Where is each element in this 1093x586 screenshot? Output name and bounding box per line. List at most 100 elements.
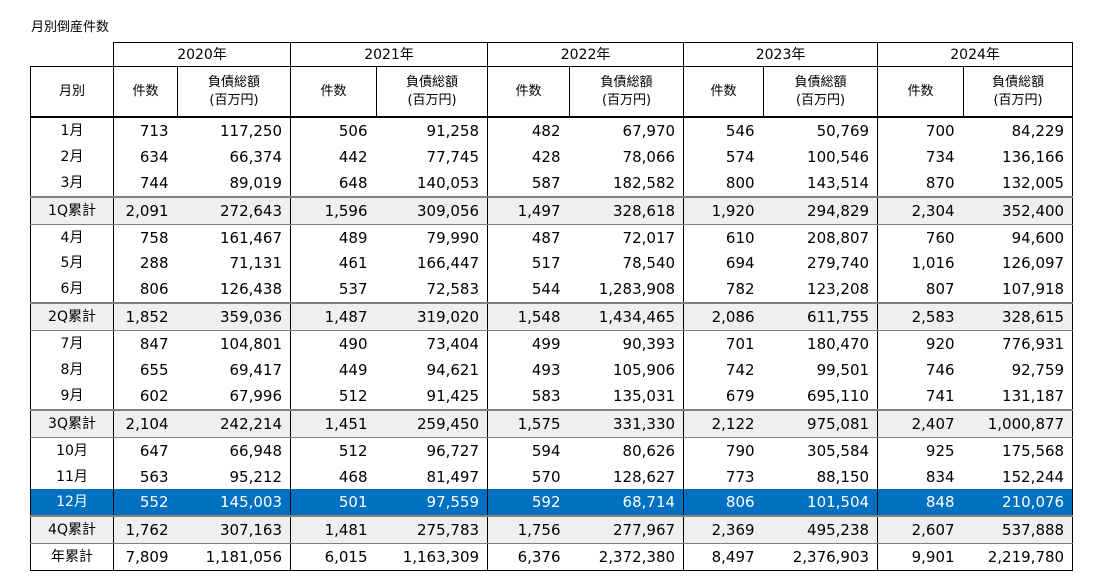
table-row: 4月 758 161,467 489 79,990 487 72,017 610 208,807… — [30, 224, 1074, 251]
debt-cell: 537,888 — [963, 515, 1074, 545]
count-cell: 741 — [877, 382, 964, 410]
year-header: 2021年 — [290, 42, 489, 67]
count-cell: 773 — [683, 463, 764, 490]
count-cell: 758 — [113, 224, 178, 251]
debt-cell: 101,504 — [763, 489, 878, 517]
count-cell: 694 — [683, 250, 764, 277]
debt-cell: 495,238 — [763, 515, 878, 545]
debt-cell: 67,970 — [622, 121, 676, 140]
row-label: 1月 — [30, 117, 114, 144]
subtotal-row: 2Q累計 1,852 359,036 1,487 319,020 1,548 1,434,4… — [30, 302, 1074, 332]
debt-cell: 123,208 — [807, 280, 870, 299]
table-row: 1月 713 117,250 506 91,258 482 67,970 546 50,769 7… — [30, 117, 1074, 144]
row-label: 3Q累計 — [30, 408, 114, 438]
count-cell: 925 — [877, 437, 964, 464]
count-cell: 2,607 — [877, 515, 964, 545]
debt-cell: 95,212 — [229, 467, 283, 486]
debt-cell: 117,250 — [219, 121, 283, 140]
debt-header-label: 負債総額 — [600, 74, 653, 90]
debt-cell: 166,447 — [417, 254, 480, 273]
count-cell: 848 — [877, 489, 964, 517]
row-label: 2月 — [30, 143, 114, 170]
subtotal-row: 4Q累計 1,762 307,163 1,481 275,783 1,756 277,967… — [30, 515, 1074, 545]
count-cell: 806 — [113, 276, 178, 304]
year-header-row: 2020年 2021年 2022年 2023年 2024年 — [31, 42, 1074, 67]
table-row: 8月 655 69,417 449 94,621 493 105,906 742 99,501 7… — [30, 357, 1074, 383]
count-cell: 574 — [683, 143, 764, 170]
count-cell: 700 — [877, 117, 964, 144]
debt-cell: 208,807 — [807, 228, 870, 247]
debt-cell: 96,727 — [426, 441, 480, 460]
debt-cell: 1,163,309 — [376, 543, 488, 572]
count-cell: 742 — [683, 357, 764, 383]
table-row: 7月 847 104,801 490 73,404 499 90,393 701 180,470… — [30, 330, 1074, 358]
count-cell: 2,369 — [683, 515, 764, 545]
debt-header-unit: (百万円) — [407, 92, 457, 108]
row-label: 5月 — [30, 250, 114, 277]
debt-cell: 1,000,877 — [963, 408, 1074, 438]
debt-cell: 294,829 — [763, 195, 878, 225]
table-row: 9月 602 67,996 512 91,425 583 135,031 679 695,110… — [30, 382, 1074, 410]
count-cell: 847 — [113, 330, 178, 358]
count-cell: 648 — [290, 169, 377, 197]
row-label: 4Q累計 — [30, 515, 114, 545]
debt-cell: 94,621 — [426, 360, 480, 379]
count-cell: 517 — [487, 250, 570, 277]
count-cell: 760 — [877, 224, 964, 251]
bankruptcy-table: 2020年 2021年 2022年 2023年 2024年 月別 件数 負債総額… — [30, 42, 1074, 572]
debt-cell: 277,967 — [569, 515, 684, 545]
row-label: 2Q累計 — [30, 302, 114, 332]
row-label: 6月 — [30, 276, 114, 304]
highlighted-row: 12月 552 145,003 501 97,559 592 68,714 806 101,50… — [30, 489, 1074, 517]
debt-cell: 67,996 — [229, 386, 283, 405]
annual-total-row: 年累計 7,809 1,181,056 6,015 1,163,309 6,376 2,37… — [30, 543, 1074, 572]
year-header: 2024年 — [877, 42, 1074, 67]
debt-cell: 132,005 — [963, 169, 1074, 197]
debt-cell: 79,990 — [426, 228, 480, 247]
row-label: 10月 — [30, 437, 114, 464]
count-cell: 493 — [487, 357, 570, 383]
count-header: 件数 — [113, 66, 178, 118]
count-cell: 834 — [877, 463, 964, 490]
month-header: 月別 — [30, 66, 114, 118]
count-cell: 9,901 — [877, 543, 964, 572]
count-cell: 501 — [290, 489, 377, 517]
column-header-row: 月別 件数 負債総額 (百万円) 件数 負債総額 (百万円) 件数 負債総額 (… — [30, 66, 1074, 118]
debt-cell: 319,020 — [376, 302, 488, 332]
row-label: 年累計 — [30, 543, 114, 572]
debt-cell: 975,081 — [763, 408, 878, 438]
count-cell: 1,487 — [290, 302, 377, 332]
debt-cell: 309,056 — [376, 195, 488, 225]
debt-cell: 80,626 — [622, 441, 676, 460]
row-label: 3月 — [30, 169, 114, 197]
debt-cell: 90,393 — [622, 335, 676, 354]
count-cell: 546 — [683, 117, 764, 144]
count-cell: 537 — [290, 276, 377, 304]
debt-header: 負債総額 (百万円) — [963, 66, 1074, 118]
debt-cell: 279,740 — [807, 254, 870, 273]
count-cell: 679 — [683, 382, 764, 410]
debt-cell: 136,166 — [963, 143, 1074, 170]
debt-cell: 776,931 — [963, 330, 1074, 358]
debt-header-unit: (百万円) — [993, 92, 1043, 108]
count-cell: 1,596 — [290, 195, 377, 225]
debt-cell: 2,219,780 — [963, 543, 1074, 572]
count-cell: 563 — [113, 463, 178, 490]
count-cell: 6,376 — [487, 543, 570, 572]
count-header: 件数 — [487, 66, 571, 118]
count-cell: 790 — [683, 437, 764, 464]
count-cell: 1,016 — [877, 250, 964, 277]
debt-header-unit: (百万円) — [209, 92, 259, 108]
page-title: 月別倒産件数 — [31, 20, 110, 35]
count-cell: 1,548 — [487, 302, 570, 332]
count-cell: 634 — [113, 143, 178, 170]
count-cell: 1,497 — [487, 195, 570, 225]
table-row: 5月 288 71,131 461 166,447 517 78,540 694 279,740… — [30, 250, 1074, 277]
table-row: 3月 744 89,019 648 140,053 587 182,582 800 143,51… — [30, 169, 1074, 197]
count-cell: 482 — [487, 117, 570, 144]
debt-cell: 66,948 — [229, 441, 283, 460]
debt-cell: 611,755 — [763, 302, 878, 332]
count-cell: 744 — [113, 169, 178, 197]
debt-cell: 275,783 — [376, 515, 488, 545]
row-label: 1Q累計 — [30, 195, 114, 225]
